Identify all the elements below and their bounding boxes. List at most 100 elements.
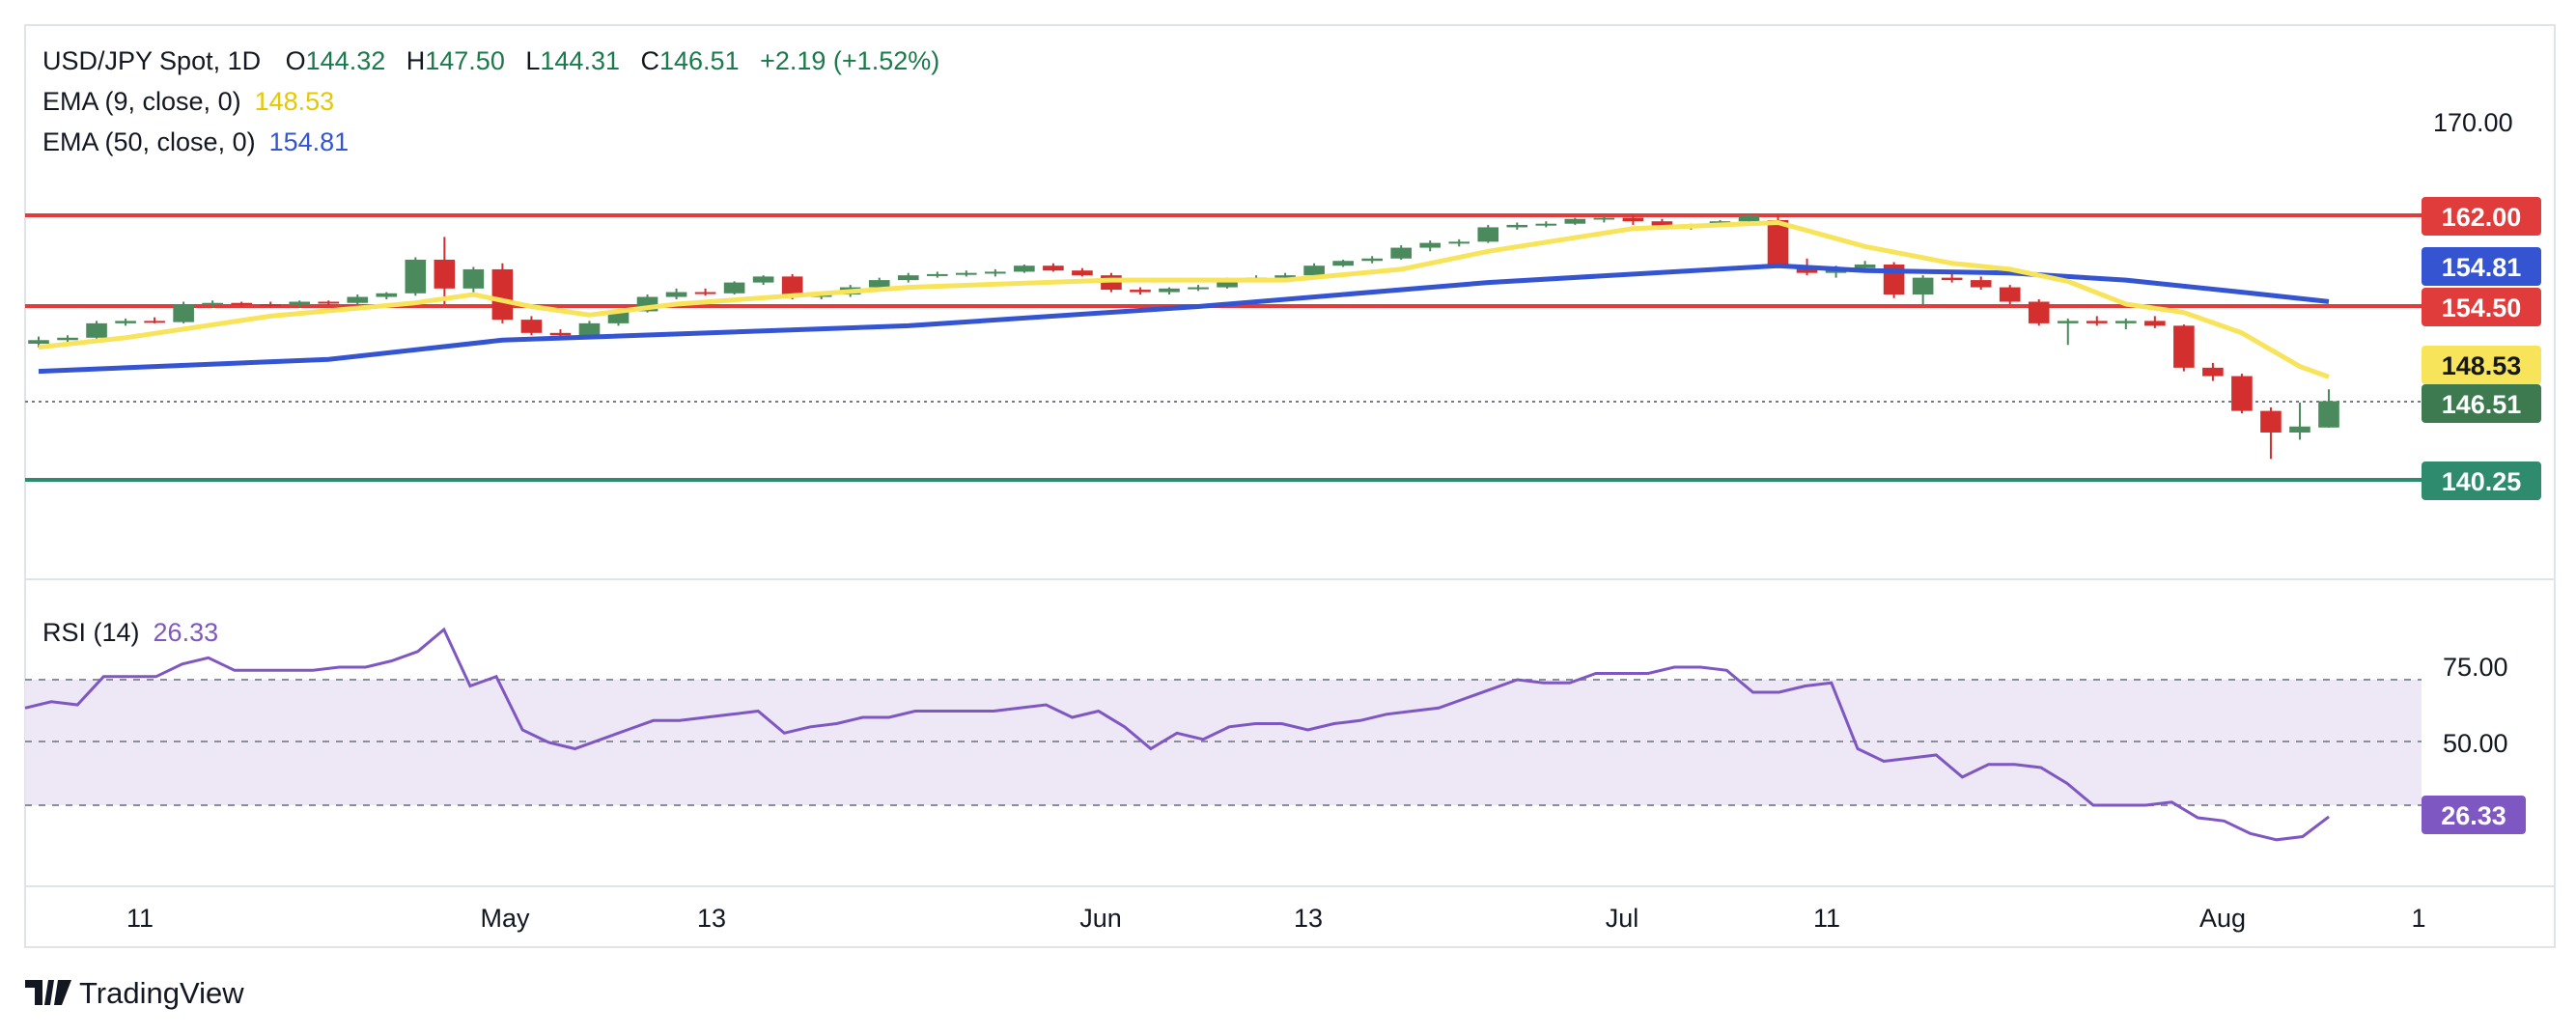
candle	[405, 257, 427, 296]
candle	[1159, 287, 1180, 295]
candle-body	[2057, 321, 2079, 323]
candle	[2086, 316, 2108, 326]
candle-body	[2115, 321, 2137, 323]
candle-body	[1332, 261, 1354, 266]
candle	[115, 318, 136, 326]
candle	[520, 316, 543, 336]
candle	[376, 292, 398, 300]
candle	[897, 272, 919, 283]
candle	[260, 301, 282, 307]
candle-body	[1738, 215, 1760, 222]
candle-body	[1448, 241, 1470, 244]
candle-body	[1043, 266, 1064, 271]
badge-rsi: 26.33	[2422, 796, 2526, 834]
svg-text:26.33: 26.33	[2441, 801, 2506, 830]
candle-body	[723, 282, 745, 294]
candle-body	[318, 301, 340, 304]
candle	[1188, 285, 1209, 292]
candle-body	[956, 272, 977, 275]
candle	[462, 266, 485, 295]
candle-body	[1390, 247, 1412, 259]
badge-last-price: 146.51	[2422, 384, 2541, 423]
time-label-11b: 11	[1813, 904, 1840, 933]
svg-text:154.50: 154.50	[2442, 294, 2522, 322]
candle	[1303, 263, 1325, 277]
candle-body	[347, 296, 369, 303]
time-label-jun: Jun	[1079, 904, 1122, 933]
candle-body	[926, 273, 948, 276]
candle-body	[491, 268, 514, 321]
candle-body	[1303, 266, 1325, 276]
candle-body	[462, 268, 485, 289]
candle	[1448, 238, 1470, 247]
candle-body	[1217, 278, 1238, 288]
candle	[1564, 217, 1586, 225]
candle	[1130, 287, 1151, 295]
candle-body	[897, 275, 919, 281]
candle	[2289, 402, 2310, 440]
candle-body	[1361, 258, 1383, 262]
svg-text:146.51: 146.51	[2442, 390, 2522, 419]
candle	[144, 317, 165, 323]
candle	[1738, 213, 1760, 223]
candle	[1622, 215, 1644, 225]
candle	[1390, 245, 1412, 260]
candle-body	[1014, 266, 1035, 272]
candle-body	[2318, 401, 2339, 428]
badge-140-25: 140.25	[2422, 462, 2541, 500]
candle-body	[1622, 217, 1644, 222]
tradingview-logo-icon	[25, 980, 71, 1005]
candle-body	[1130, 290, 1151, 293]
candle	[1072, 267, 1093, 277]
candle-body	[1535, 223, 1557, 226]
candle-body	[2086, 321, 2108, 323]
ema50-legend: EMA (50, close, 0) 154.81	[42, 127, 349, 156]
candle-body	[28, 340, 49, 345]
rsi-tick-75: 75.00	[2443, 653, 2508, 682]
candle-body	[549, 332, 572, 336]
candle	[1999, 285, 2021, 304]
candle	[1506, 222, 1528, 230]
candle-body	[1188, 287, 1209, 290]
candle	[2202, 362, 2224, 381]
time-label-may: May	[480, 904, 530, 933]
candle-body	[665, 292, 687, 297]
candle-body	[1506, 224, 1528, 228]
candle-body	[752, 276, 774, 283]
candlesticks	[28, 213, 2339, 460]
candle	[1941, 272, 1963, 283]
candle-body	[1419, 242, 1442, 248]
candle-body	[1651, 221, 1673, 228]
candle	[86, 321, 107, 340]
candle-body	[1999, 287, 2021, 302]
candle-body	[1564, 218, 1586, 224]
candle-body	[2260, 410, 2282, 433]
candle	[1535, 221, 1557, 228]
rsi-tick-50: 50.00	[2443, 729, 2508, 758]
candle-body	[1854, 264, 1876, 268]
rsi-band	[25, 680, 2422, 805]
candle-body	[2144, 321, 2166, 326]
candle	[289, 300, 311, 308]
candle-body	[173, 303, 194, 322]
candle	[2144, 316, 2166, 328]
candle-body	[405, 259, 427, 294]
time-label-1: 1	[2411, 904, 2425, 933]
candle-body	[1274, 275, 1296, 278]
candle-body	[2028, 301, 2050, 323]
badge-ema50: 154.81	[2422, 247, 2541, 286]
candle-body	[434, 259, 456, 289]
ema9-legend: EMA (9, close, 0) 148.53	[42, 87, 334, 116]
candle-body	[115, 321, 136, 323]
svg-text:TradingView: TradingView	[79, 976, 244, 1010]
candle	[694, 288, 716, 296]
price-tick-170: 170.00	[2433, 108, 2513, 137]
ohlc-header: USD/JPY Spot, 1D O144.32 H147.50 L144.31…	[42, 46, 939, 75]
svg-text:162.00: 162.00	[2442, 203, 2522, 232]
candle-body	[202, 302, 223, 305]
tradingview-logo: TradingView	[25, 976, 244, 1010]
candle	[231, 301, 252, 307]
candle	[723, 281, 745, 295]
candle-body	[1593, 217, 1615, 220]
candle	[1883, 262, 1905, 298]
